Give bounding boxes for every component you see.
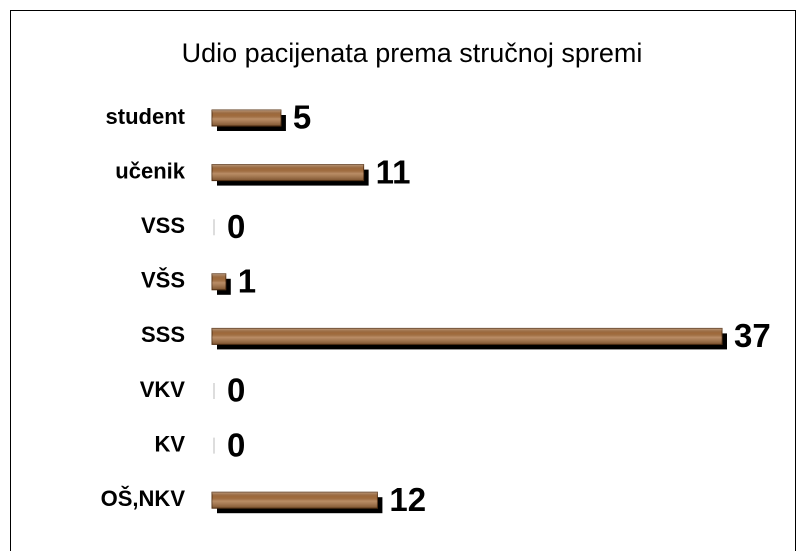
category-label: KV [154, 431, 185, 456]
value-label: 37 [734, 317, 771, 354]
value-label: 12 [389, 481, 426, 518]
bar-sheen [212, 492, 378, 509]
value-label: 11 [376, 153, 411, 190]
bar-sheen [212, 110, 281, 126]
value-label: 0 [227, 426, 245, 463]
category-label: VŠS [141, 268, 185, 293]
value-label: 1 [238, 263, 256, 300]
category-label: SSS [141, 322, 185, 347]
category-label: OŠ,NKV [101, 486, 186, 511]
chart-border [10, 10, 796, 551]
category-label: VSS [141, 213, 185, 238]
value-label: 5 [293, 99, 311, 136]
bar-sheen [212, 328, 722, 345]
category-label: učenik [115, 158, 185, 183]
bar-sheen [212, 164, 364, 181]
bar-sheen [212, 273, 226, 290]
chart-title: Udio pacijenata prema stručnoj spremi [182, 38, 643, 68]
category-label: student [106, 104, 186, 129]
value-label: 0 [227, 372, 245, 409]
value-label: 0 [227, 208, 245, 245]
category-label: VKV [140, 377, 186, 402]
